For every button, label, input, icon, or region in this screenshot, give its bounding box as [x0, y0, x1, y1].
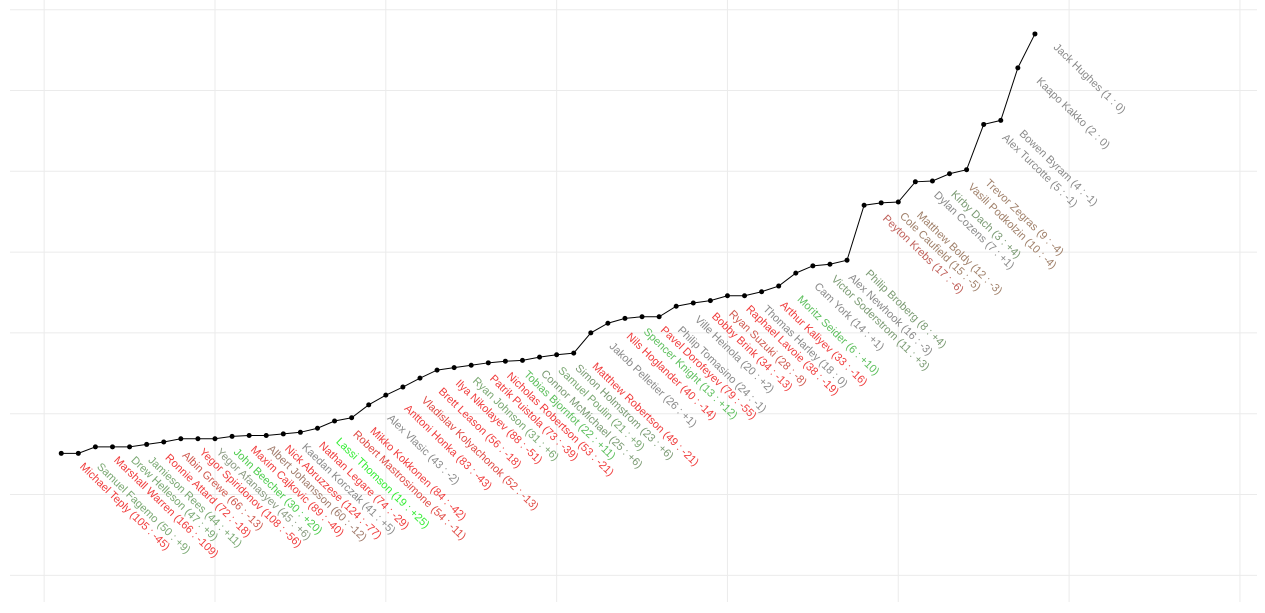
point: [929, 178, 935, 184]
point: [502, 358, 508, 364]
point: [656, 314, 662, 320]
point: [314, 425, 320, 431]
point: [178, 436, 184, 442]
point: [707, 298, 713, 304]
point: [895, 199, 901, 205]
point: [144, 441, 150, 447]
point: [161, 439, 167, 445]
point: [485, 360, 491, 366]
point: [554, 352, 560, 358]
point: [297, 429, 303, 435]
point: [759, 289, 765, 295]
point: [776, 283, 782, 289]
point: [366, 402, 372, 408]
point: [947, 171, 953, 177]
point: [981, 121, 987, 127]
point: [349, 415, 355, 421]
point: [468, 362, 474, 368]
point: [844, 257, 850, 263]
point: [75, 450, 81, 456]
point: [58, 450, 64, 456]
point: [639, 314, 645, 320]
point: [742, 293, 748, 299]
point: [332, 418, 338, 424]
point: [195, 436, 201, 442]
point: [400, 384, 406, 390]
point: [793, 270, 799, 276]
point: [827, 261, 833, 267]
point: [571, 350, 577, 356]
point: [280, 431, 286, 437]
point: [724, 293, 730, 299]
point: [673, 303, 679, 309]
point: [1032, 31, 1038, 37]
point: [127, 444, 133, 450]
point: [434, 367, 440, 373]
point: [605, 320, 611, 326]
point: [878, 200, 884, 206]
point: [912, 179, 918, 185]
point: [1015, 65, 1021, 71]
point: [92, 444, 98, 450]
point: [417, 375, 423, 381]
point: [246, 433, 252, 439]
point: [212, 436, 218, 442]
point: [383, 392, 389, 398]
point: [810, 263, 816, 269]
point: [109, 444, 115, 450]
point: [588, 330, 594, 336]
point: [861, 202, 867, 208]
point: [537, 354, 543, 360]
point: [451, 365, 457, 371]
line: [61, 33, 1036, 454]
point: [263, 433, 269, 439]
point: [622, 315, 628, 321]
point: [229, 433, 235, 439]
point: [998, 117, 1004, 123]
point: [519, 357, 525, 363]
point: [964, 167, 970, 173]
point: [690, 300, 696, 306]
